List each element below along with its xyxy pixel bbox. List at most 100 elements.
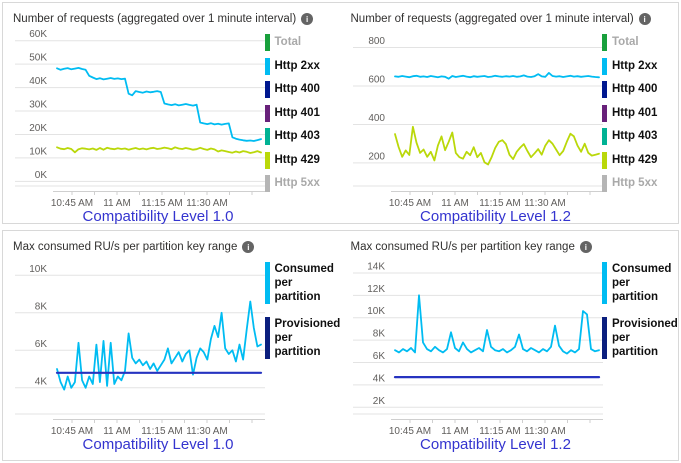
- line-chart-plot-area[interactable]: 60K 50K 40K 30K 20K 10K 0K 10:45 AM 11 AM 11:15 A…: [7, 30, 269, 208]
- svg-text:14K: 14K: [367, 261, 385, 272]
- legend-label: Consumed per partition: [274, 263, 334, 304]
- svg-text:11 AM: 11 AM: [103, 198, 131, 208]
- legend-swatch: [602, 34, 607, 51]
- svg-text:11:30 AM: 11:30 AM: [524, 426, 566, 436]
- svg-text:50K: 50K: [29, 53, 47, 64]
- svg-text:8K: 8K: [372, 329, 385, 340]
- chart-title: Max consumed RU/s per partition key rang…: [13, 241, 238, 253]
- chart-title: Max consumed RU/s per partition key rang…: [350, 241, 575, 253]
- chart-legend: Consumed per partition Provisioned per pa…: [602, 262, 678, 365]
- svg-text:11 AM: 11 AM: [441, 426, 469, 436]
- legend-label: Http 429: [274, 153, 320, 166]
- legend-item-http-401[interactable]: Http 401: [264, 104, 338, 122]
- chart-title: Number of requests (aggregated over 1 mi…: [350, 13, 634, 25]
- legend-swatch: [602, 104, 607, 122]
- legend-swatch: [602, 316, 607, 359]
- legend-item-consumed-per-partition[interactable]: Consumed per partition: [264, 262, 338, 305]
- info-icon[interactable]: i: [301, 13, 314, 25]
- legend-swatch: [264, 151, 270, 169]
- svg-text:200: 200: [368, 151, 385, 162]
- legend-swatch: [602, 57, 607, 75]
- svg-text:12K: 12K: [367, 284, 385, 295]
- chart-legend: Total Http 2xx Http 400 Http 401 Http 403 Htt…: [602, 34, 675, 192]
- svg-text:20K: 20K: [29, 123, 47, 134]
- legend-swatch: [602, 81, 607, 98]
- legend-label: Consumed per partition: [612, 263, 672, 304]
- chart-body: 60K 50K 40K 30K 20K 10K 0K 10:45 AM 11 AM 11:15 A…: [13, 30, 341, 208]
- svg-text:600: 600: [368, 75, 385, 86]
- svg-text:10:45 AM: 10:45 AM: [51, 198, 93, 208]
- svg-text:4K: 4K: [35, 376, 48, 387]
- info-icon[interactable]: i: [242, 241, 255, 253]
- legend-label: Http 400: [274, 83, 320, 96]
- requests-panel: Number of requests (aggregated over 1 mi…: [2, 2, 679, 225]
- legend-item-http-2xx[interactable]: Http 2xx: [264, 57, 338, 75]
- svg-text:10K: 10K: [29, 146, 47, 157]
- svg-text:10K: 10K: [29, 264, 47, 275]
- legend-item-http-429[interactable]: Http 429: [264, 151, 338, 169]
- svg-text:11:15 AM: 11:15 AM: [141, 426, 183, 436]
- legend-swatch: [264, 128, 270, 145]
- legend-item-http-400[interactable]: Http 400: [602, 81, 675, 98]
- legend-label: Provisioned per partition: [274, 317, 341, 358]
- legend-item-http-401[interactable]: Http 401: [602, 104, 675, 122]
- chart-caption: Compatibility Level 1.0: [82, 208, 234, 225]
- legend-label: Http 400: [612, 83, 658, 96]
- svg-text:11 AM: 11 AM: [103, 426, 131, 436]
- line-chart-plot-area[interactable]: 14K 12K 10K 8K 6K 4K 2K 10:45 AM 11 AM 11:15 AM 11…: [345, 258, 607, 436]
- legend-swatch: [264, 104, 270, 122]
- legend-item-http-400[interactable]: Http 400: [264, 81, 338, 98]
- svg-text:11 AM: 11 AM: [441, 198, 469, 208]
- chart-caption: Compatibility Level 1.2: [420, 436, 571, 453]
- chart-body: 10K 8K 6K 4K 10:45 AM 11 AM 11:15 AM 11:30 AM C…: [13, 258, 341, 436]
- chart-title: Number of requests (aggregated over 1 mi…: [13, 13, 297, 25]
- info-icon[interactable]: i: [579, 241, 592, 253]
- chart-caption: Compatibility Level 1.2: [420, 208, 571, 225]
- chart-caption: Compatibility Level 1.0: [82, 436, 234, 453]
- svg-text:60K: 60K: [29, 30, 47, 40]
- chart-requests-compat-1-2: Number of requests (aggregated over 1 mi…: [341, 3, 679, 225]
- legend-label: Http 403: [274, 130, 320, 143]
- svg-text:40K: 40K: [29, 76, 47, 87]
- svg-text:11:15 AM: 11:15 AM: [479, 198, 521, 208]
- legend-swatch: [264, 175, 270, 192]
- svg-text:400: 400: [368, 113, 385, 124]
- legend-item-total[interactable]: Total: [602, 34, 675, 51]
- legend-label: Http 403: [612, 130, 658, 143]
- legend-swatch: [264, 57, 270, 75]
- legend-item-http-403[interactable]: Http 403: [602, 128, 675, 145]
- chart-body: 14K 12K 10K 8K 6K 4K 2K 10:45 AM 11 AM 11:15 AM 11…: [351, 258, 679, 436]
- legend-item-http-2xx[interactable]: Http 2xx: [602, 57, 675, 75]
- svg-text:6K: 6K: [372, 351, 385, 362]
- svg-text:8K: 8K: [35, 301, 48, 312]
- legend-label: Http 5xx: [612, 177, 658, 190]
- legend-label: Provisioned per partition: [612, 317, 678, 358]
- line-chart-plot-area[interactable]: 800 600 400 200 10:45 AM 11 AM 11:15 AM 11:30 A…: [345, 30, 607, 208]
- svg-text:11:30 AM: 11:30 AM: [186, 426, 228, 436]
- chart-header: Max consumed RU/s per partition key rang…: [13, 238, 341, 256]
- legend-swatch: [602, 151, 607, 169]
- legend-item-http-5xx[interactable]: Http 5xx: [602, 175, 675, 192]
- legend-item-consumed-per-partition[interactable]: Consumed per partition: [602, 262, 675, 305]
- chart-header: Number of requests (aggregated over 1 mi…: [13, 10, 341, 28]
- svg-text:11:30 AM: 11:30 AM: [524, 198, 566, 208]
- svg-text:11:30 AM: 11:30 AM: [186, 198, 228, 208]
- legend-item-http-429[interactable]: Http 429: [602, 151, 675, 169]
- legend-label: Http 429: [612, 153, 658, 166]
- legend-item-http-403[interactable]: Http 403: [264, 128, 338, 145]
- chart-header: Max consumed RU/s per partition key rang…: [351, 238, 679, 256]
- chart-header: Number of requests (aggregated over 1 mi…: [351, 10, 679, 28]
- info-icon[interactable]: i: [638, 13, 651, 25]
- legend-label: Http 2xx: [274, 59, 320, 72]
- legend-item-provisioned-per-partition[interactable]: Provisioned per partition: [602, 316, 678, 359]
- svg-text:10:45 AM: 10:45 AM: [388, 198, 430, 208]
- legend-swatch: [264, 316, 270, 359]
- svg-text:4K: 4K: [372, 373, 385, 384]
- legend-label: Total: [274, 36, 302, 49]
- legend-item-total[interactable]: Total: [264, 34, 338, 51]
- legend-item-provisioned-per-partition[interactable]: Provisioned per partition: [264, 316, 341, 359]
- legend-item-http-5xx[interactable]: Http 5xx: [264, 175, 338, 192]
- svg-text:6K: 6K: [35, 339, 48, 350]
- line-chart-plot-area[interactable]: 10K 8K 6K 4K 10:45 AM 11 AM 11:15 AM 11:30 AM: [7, 258, 269, 436]
- svg-text:0K: 0K: [35, 170, 48, 181]
